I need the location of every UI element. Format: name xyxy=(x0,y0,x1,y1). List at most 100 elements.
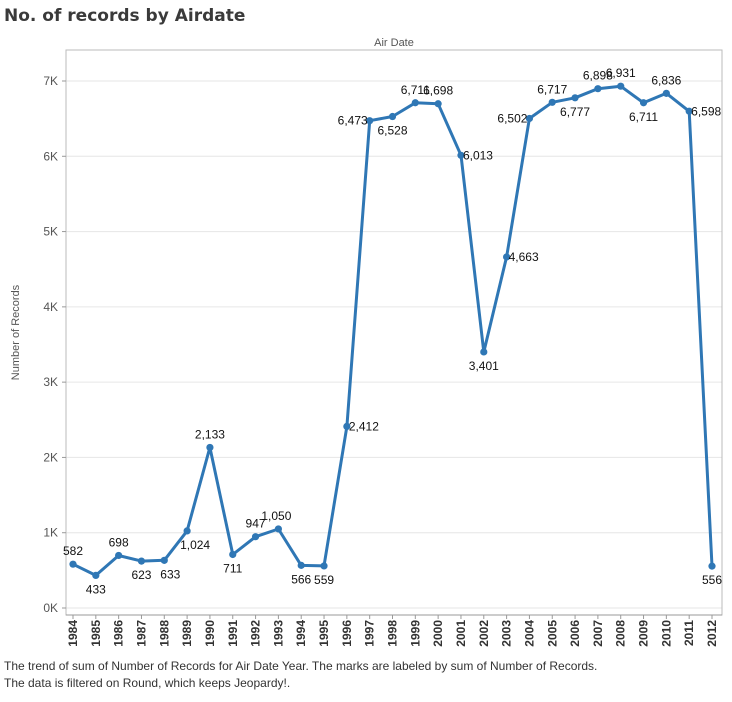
data-point[interactable] xyxy=(69,560,77,568)
data-point[interactable] xyxy=(137,557,146,565)
data-point[interactable] xyxy=(115,551,123,560)
data-label: 3,401 xyxy=(469,359,499,373)
data-label: 2,412 xyxy=(349,419,379,433)
data-point[interactable] xyxy=(183,527,191,535)
data-point[interactable] xyxy=(411,99,419,107)
data-point[interactable] xyxy=(388,112,397,121)
data-label: 582 xyxy=(63,544,83,558)
y-tick-label: 5K xyxy=(43,225,58,239)
data-label: 6,528 xyxy=(377,124,407,138)
x-tick-label: 2008 xyxy=(614,620,628,647)
x-tick-label: 1984 xyxy=(66,620,80,647)
y-tick-label: 6K xyxy=(43,149,58,163)
data-point[interactable] xyxy=(594,85,602,93)
data-label: 6,473 xyxy=(338,114,368,128)
data-label: 6,777 xyxy=(560,105,590,119)
x-tick-label: 1998 xyxy=(386,620,400,647)
data-point[interactable] xyxy=(434,100,442,108)
data-point[interactable] xyxy=(297,561,305,569)
x-tick-label: 2001 xyxy=(454,620,468,647)
x-tick-label: 1997 xyxy=(363,620,377,647)
data-label: 556 xyxy=(702,573,722,587)
data-point[interactable] xyxy=(617,82,625,90)
data-label: 6,711 xyxy=(629,110,658,124)
x-tick-label: 1993 xyxy=(271,620,285,647)
x-tick-label: 1987 xyxy=(134,620,148,647)
x-tick-label: 2000 xyxy=(431,620,445,647)
x-tick-label: 2007 xyxy=(591,620,605,647)
data-point[interactable] xyxy=(503,253,511,261)
data-point[interactable] xyxy=(206,443,214,452)
data-point[interactable] xyxy=(525,114,534,123)
x-tick-label: 1992 xyxy=(249,620,263,647)
data-label: 4,663 xyxy=(509,250,539,264)
data-point[interactable] xyxy=(366,117,374,125)
chart-caption: The trend of sum of Number of Records fo… xyxy=(4,658,728,692)
data-point[interactable] xyxy=(229,550,237,559)
data-point[interactable] xyxy=(571,94,579,102)
x-header-label: Air Date xyxy=(374,37,414,49)
data-label: 711 xyxy=(223,561,242,575)
y-tick-label: 7K xyxy=(43,74,58,88)
x-tick-label: 2011 xyxy=(682,620,696,646)
data-point[interactable] xyxy=(251,533,260,541)
y-tick-label: 3K xyxy=(43,375,58,389)
data-point[interactable] xyxy=(274,525,282,533)
data-label: 947 xyxy=(246,517,266,531)
data-point[interactable] xyxy=(160,556,168,564)
x-tick-label: 1991 xyxy=(226,620,240,647)
data-label: 559 xyxy=(314,573,334,587)
data-point[interactable] xyxy=(92,571,100,580)
x-tick-label: 2009 xyxy=(637,620,651,647)
data-point[interactable] xyxy=(480,348,488,356)
data-label: 6,717 xyxy=(537,82,567,96)
data-label: 566 xyxy=(291,572,311,586)
data-label: 433 xyxy=(86,582,106,596)
y-axis-title: Number of Records xyxy=(10,284,22,380)
x-tick-label: 1990 xyxy=(203,620,217,647)
data-point[interactable] xyxy=(662,89,670,97)
y-tick-label: 0K xyxy=(43,601,58,615)
x-tick-label: 1994 xyxy=(294,620,308,647)
data-point[interactable] xyxy=(639,99,648,107)
data-point[interactable] xyxy=(320,562,328,570)
x-tick-label: 2003 xyxy=(500,620,514,647)
data-label: 6,598 xyxy=(691,104,721,118)
x-tick-label: 1989 xyxy=(180,620,194,647)
data-point[interactable] xyxy=(548,98,556,106)
data-label: 6,836 xyxy=(651,73,681,87)
series-line xyxy=(71,84,714,577)
data-label: 6,698 xyxy=(423,84,453,98)
data-label: 2,133 xyxy=(195,427,225,441)
x-tick-label: 1995 xyxy=(317,620,331,647)
data-label: 6,502 xyxy=(497,111,527,125)
y-tick-label: 1K xyxy=(43,526,58,540)
data-point[interactable] xyxy=(343,422,351,431)
x-tick-label: 2005 xyxy=(545,620,559,647)
chart-title: No. of records by Airdate xyxy=(4,6,246,26)
line-chart: Air Date Number of Records 0K 1K 2K 3K 4K 5K 6K 7… xyxy=(10,37,723,647)
y-tick-label: 2K xyxy=(43,450,58,464)
data-label: 1,024 xyxy=(180,538,210,552)
data-point[interactable] xyxy=(457,151,465,159)
data-label: 1,050 xyxy=(261,509,291,523)
data-label: 6,931 xyxy=(606,66,636,80)
data-label: 6,013 xyxy=(463,148,493,162)
data-label: 6,711 xyxy=(401,83,430,97)
data-label: 698 xyxy=(109,535,129,549)
x-tick-label: 2006 xyxy=(568,620,582,647)
x-tick-label: 2004 xyxy=(522,620,536,647)
caption-line-1: The trend of sum of Number of Records fo… xyxy=(4,659,598,673)
x-tick-label: 2002 xyxy=(477,620,491,647)
x-tick-label: 1996 xyxy=(340,620,354,647)
x-tick-label: 1999 xyxy=(408,620,422,647)
data-point[interactable] xyxy=(708,562,716,570)
x-tick-label: 1986 xyxy=(112,620,126,647)
data-label: 633 xyxy=(160,567,180,581)
data-label: 623 xyxy=(131,568,151,582)
x-tick-label: 2010 xyxy=(659,620,673,647)
data-label: 6,898 xyxy=(583,69,613,83)
x-tick-label: 1988 xyxy=(157,620,171,647)
y-tick-label: 4K xyxy=(43,300,58,314)
data-point[interactable] xyxy=(685,107,693,115)
